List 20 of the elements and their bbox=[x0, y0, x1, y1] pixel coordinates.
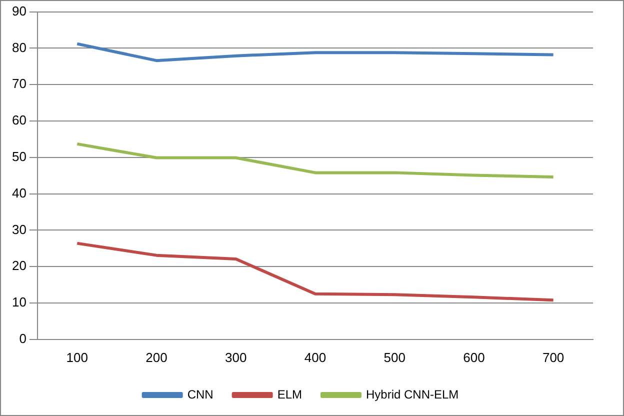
x-tick-label: 500 bbox=[384, 350, 406, 365]
x-tick-label: 100 bbox=[66, 350, 88, 365]
legend-label: Hybrid CNN-ELM bbox=[366, 387, 459, 402]
x-tick-label: 700 bbox=[542, 350, 564, 365]
x-tick-label: 400 bbox=[304, 350, 326, 365]
y-tick-label: 10 bbox=[12, 294, 26, 310]
y-tick-label: 20 bbox=[12, 258, 26, 274]
x-tick-label: 200 bbox=[146, 350, 168, 365]
x-tick-label: 300 bbox=[225, 350, 247, 365]
y-tick-label: 90 bbox=[12, 3, 26, 18]
y-tick-label: 70 bbox=[12, 76, 26, 92]
y-tick-label: 0 bbox=[19, 330, 26, 346]
y-tick-label: 80 bbox=[12, 40, 26, 55]
y-tick-label: 30 bbox=[12, 222, 26, 237]
legend-label: ELM bbox=[277, 387, 302, 402]
legend-label: CNN bbox=[187, 387, 214, 402]
y-tick-label: 40 bbox=[12, 185, 26, 200]
y-tick-label: 60 bbox=[12, 112, 26, 128]
y-tick-label: 50 bbox=[12, 148, 26, 164]
x-tick-label: 600 bbox=[463, 350, 485, 365]
